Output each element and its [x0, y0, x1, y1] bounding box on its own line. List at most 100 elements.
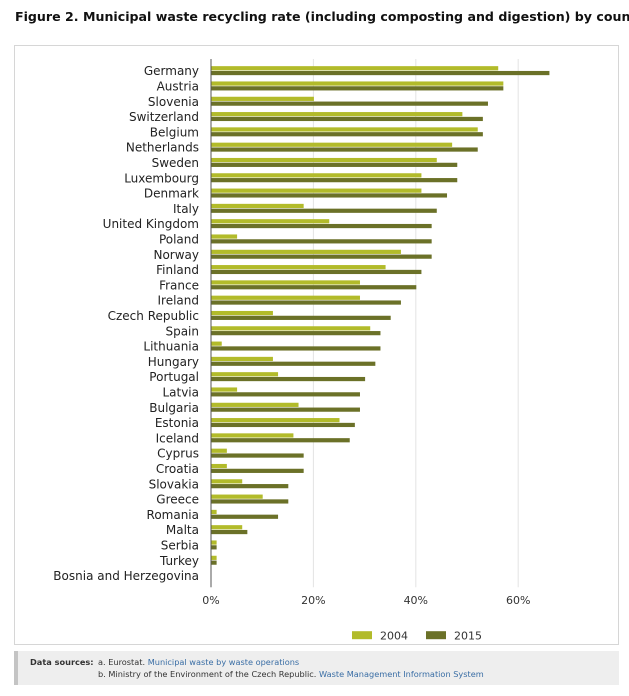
category-label: Luxembourg	[124, 171, 199, 185]
bar-2015-finland	[211, 269, 422, 275]
bar-2004-france	[211, 280, 360, 285]
data-sources-heading: Data sources:	[30, 657, 94, 667]
bar-2015-romania	[211, 514, 279, 519]
bar-2004-luxembourg	[211, 173, 422, 178]
bar-2004-germany	[211, 66, 499, 71]
bar-2015-norway	[211, 254, 432, 259]
bar-2015-serbia	[211, 545, 217, 550]
category-label: Hungary	[148, 355, 199, 369]
source-1-prefix: a. Eurostat.	[98, 657, 146, 667]
bar-2004-greece	[211, 494, 263, 499]
bar-2004-cyprus	[211, 448, 227, 453]
category-label: Austria	[157, 79, 199, 93]
category-label: Ireland	[157, 294, 199, 308]
bar-2015-italy	[211, 208, 437, 213]
bar-2004-latvia	[211, 387, 238, 392]
x-tick-label: 40%	[404, 594, 428, 607]
category-label: Iceland	[156, 431, 199, 445]
category-label: Malta	[166, 523, 199, 537]
bar-2004-ireland	[211, 295, 360, 300]
bar-2004-slovenia	[211, 96, 314, 101]
category-label: Czech Republic	[108, 309, 199, 323]
bar-2004-czech-republic	[211, 310, 273, 316]
bar-2004-croatia	[211, 463, 227, 469]
bar-2015-netherlands	[211, 147, 478, 152]
data-sources: Data sources: a. Eurostat. Municipal was…	[14, 651, 619, 685]
category-label: Bosnia and Herzegovina	[53, 569, 199, 583]
bar-2015-hungary	[211, 361, 376, 366]
category-label: Estonia	[155, 416, 199, 430]
bar-2004-united-kingdom	[211, 219, 330, 224]
bar-2004-hungary	[211, 356, 273, 362]
bar-2004-finland	[211, 265, 386, 270]
source-line-2: b. Ministry of the Environment of the Cz…	[98, 669, 484, 679]
bar-2004-sweden	[211, 157, 437, 163]
category-label: Lithuania	[143, 340, 199, 354]
bar-2015-iceland	[211, 438, 350, 443]
bar-2015-spain	[211, 331, 381, 336]
bar-2015-estonia	[211, 422, 355, 428]
bar-2004-austria	[211, 81, 504, 86]
category-label: France	[159, 278, 199, 292]
category-label: Slovenia	[148, 95, 199, 109]
bar-2004-belgium	[211, 127, 478, 132]
chart-frame: 0% 20% 40% 60% Germany Austria Slovenia Switzer…	[14, 45, 619, 645]
x-tick-label: 0%	[202, 594, 219, 607]
bar-2015-sweden	[211, 162, 458, 167]
bar-2004-netherlands	[211, 142, 453, 147]
bar-2015-ireland	[211, 300, 401, 305]
bar-2015-czech-republic	[211, 315, 391, 320]
bar-2004-estonia	[211, 418, 340, 423]
category-label: Sweden	[152, 156, 199, 170]
bar-2015-greece	[211, 499, 289, 504]
legend-label-2015: 2015	[454, 630, 482, 643]
bar-2015-france	[211, 285, 417, 290]
bar-2004-spain	[211, 326, 371, 331]
bar-2004-bulgaria	[211, 402, 299, 407]
category-label: Croatia	[156, 462, 199, 476]
category-label: Greece	[156, 493, 199, 507]
category-label: Finland	[156, 263, 199, 277]
category-label: Norway	[153, 248, 199, 262]
bar-2004-romania	[211, 509, 217, 515]
category-label: Slovakia	[149, 477, 199, 491]
source-2-prefix: b. Ministry of the Environment of the Cz…	[98, 669, 317, 679]
bar-2015-austria	[211, 86, 504, 91]
source-2-link[interactable]: Waste Management Information System	[319, 669, 484, 679]
category-label: Italy	[173, 202, 199, 216]
category-label: Germany	[144, 64, 199, 78]
x-tick-label: 20%	[301, 594, 325, 607]
source-line-1: a. Eurostat. Municipal waste by waste op…	[98, 657, 299, 667]
bar-2004-iceland	[211, 433, 294, 438]
category-label: Portugal	[149, 370, 199, 384]
bar-2004-slovakia	[211, 479, 243, 484]
category-label: Poland	[159, 232, 199, 246]
legend-swatch-2015	[426, 631, 446, 640]
bar-2015-cyprus	[211, 453, 304, 458]
x-tick-label: 60%	[506, 594, 530, 607]
category-label: Latvia	[162, 385, 199, 399]
bar-2015-united-kingdom	[211, 223, 432, 229]
category-label: Denmark	[144, 187, 199, 201]
bar-2004-malta	[211, 525, 243, 530]
category-label: Turkey	[159, 554, 199, 568]
bar-2015-luxembourg	[211, 178, 458, 183]
bar-2015-turkey	[211, 560, 217, 565]
category-label: Switzerland	[129, 110, 199, 124]
bar-2015-croatia	[211, 468, 304, 473]
category-label: Netherlands	[126, 141, 199, 155]
bar-2015-germany	[211, 70, 550, 76]
bar-2015-lithuania	[211, 346, 381, 351]
category-label: Belgium	[150, 125, 199, 139]
bar-2015-slovakia	[211, 484, 289, 489]
bar-2004-serbia	[211, 540, 217, 545]
bar-2015-switzerland	[211, 116, 483, 122]
bar-2004-poland	[211, 234, 238, 239]
bar-2015-slovenia	[211, 101, 488, 106]
bar-2015-malta	[211, 529, 248, 535]
bar-2015-denmark	[211, 193, 448, 198]
source-1-link[interactable]: Municipal waste by waste operations	[147, 657, 300, 667]
category-label: Cyprus	[157, 447, 199, 461]
bar-2015-portugal	[211, 376, 366, 382]
